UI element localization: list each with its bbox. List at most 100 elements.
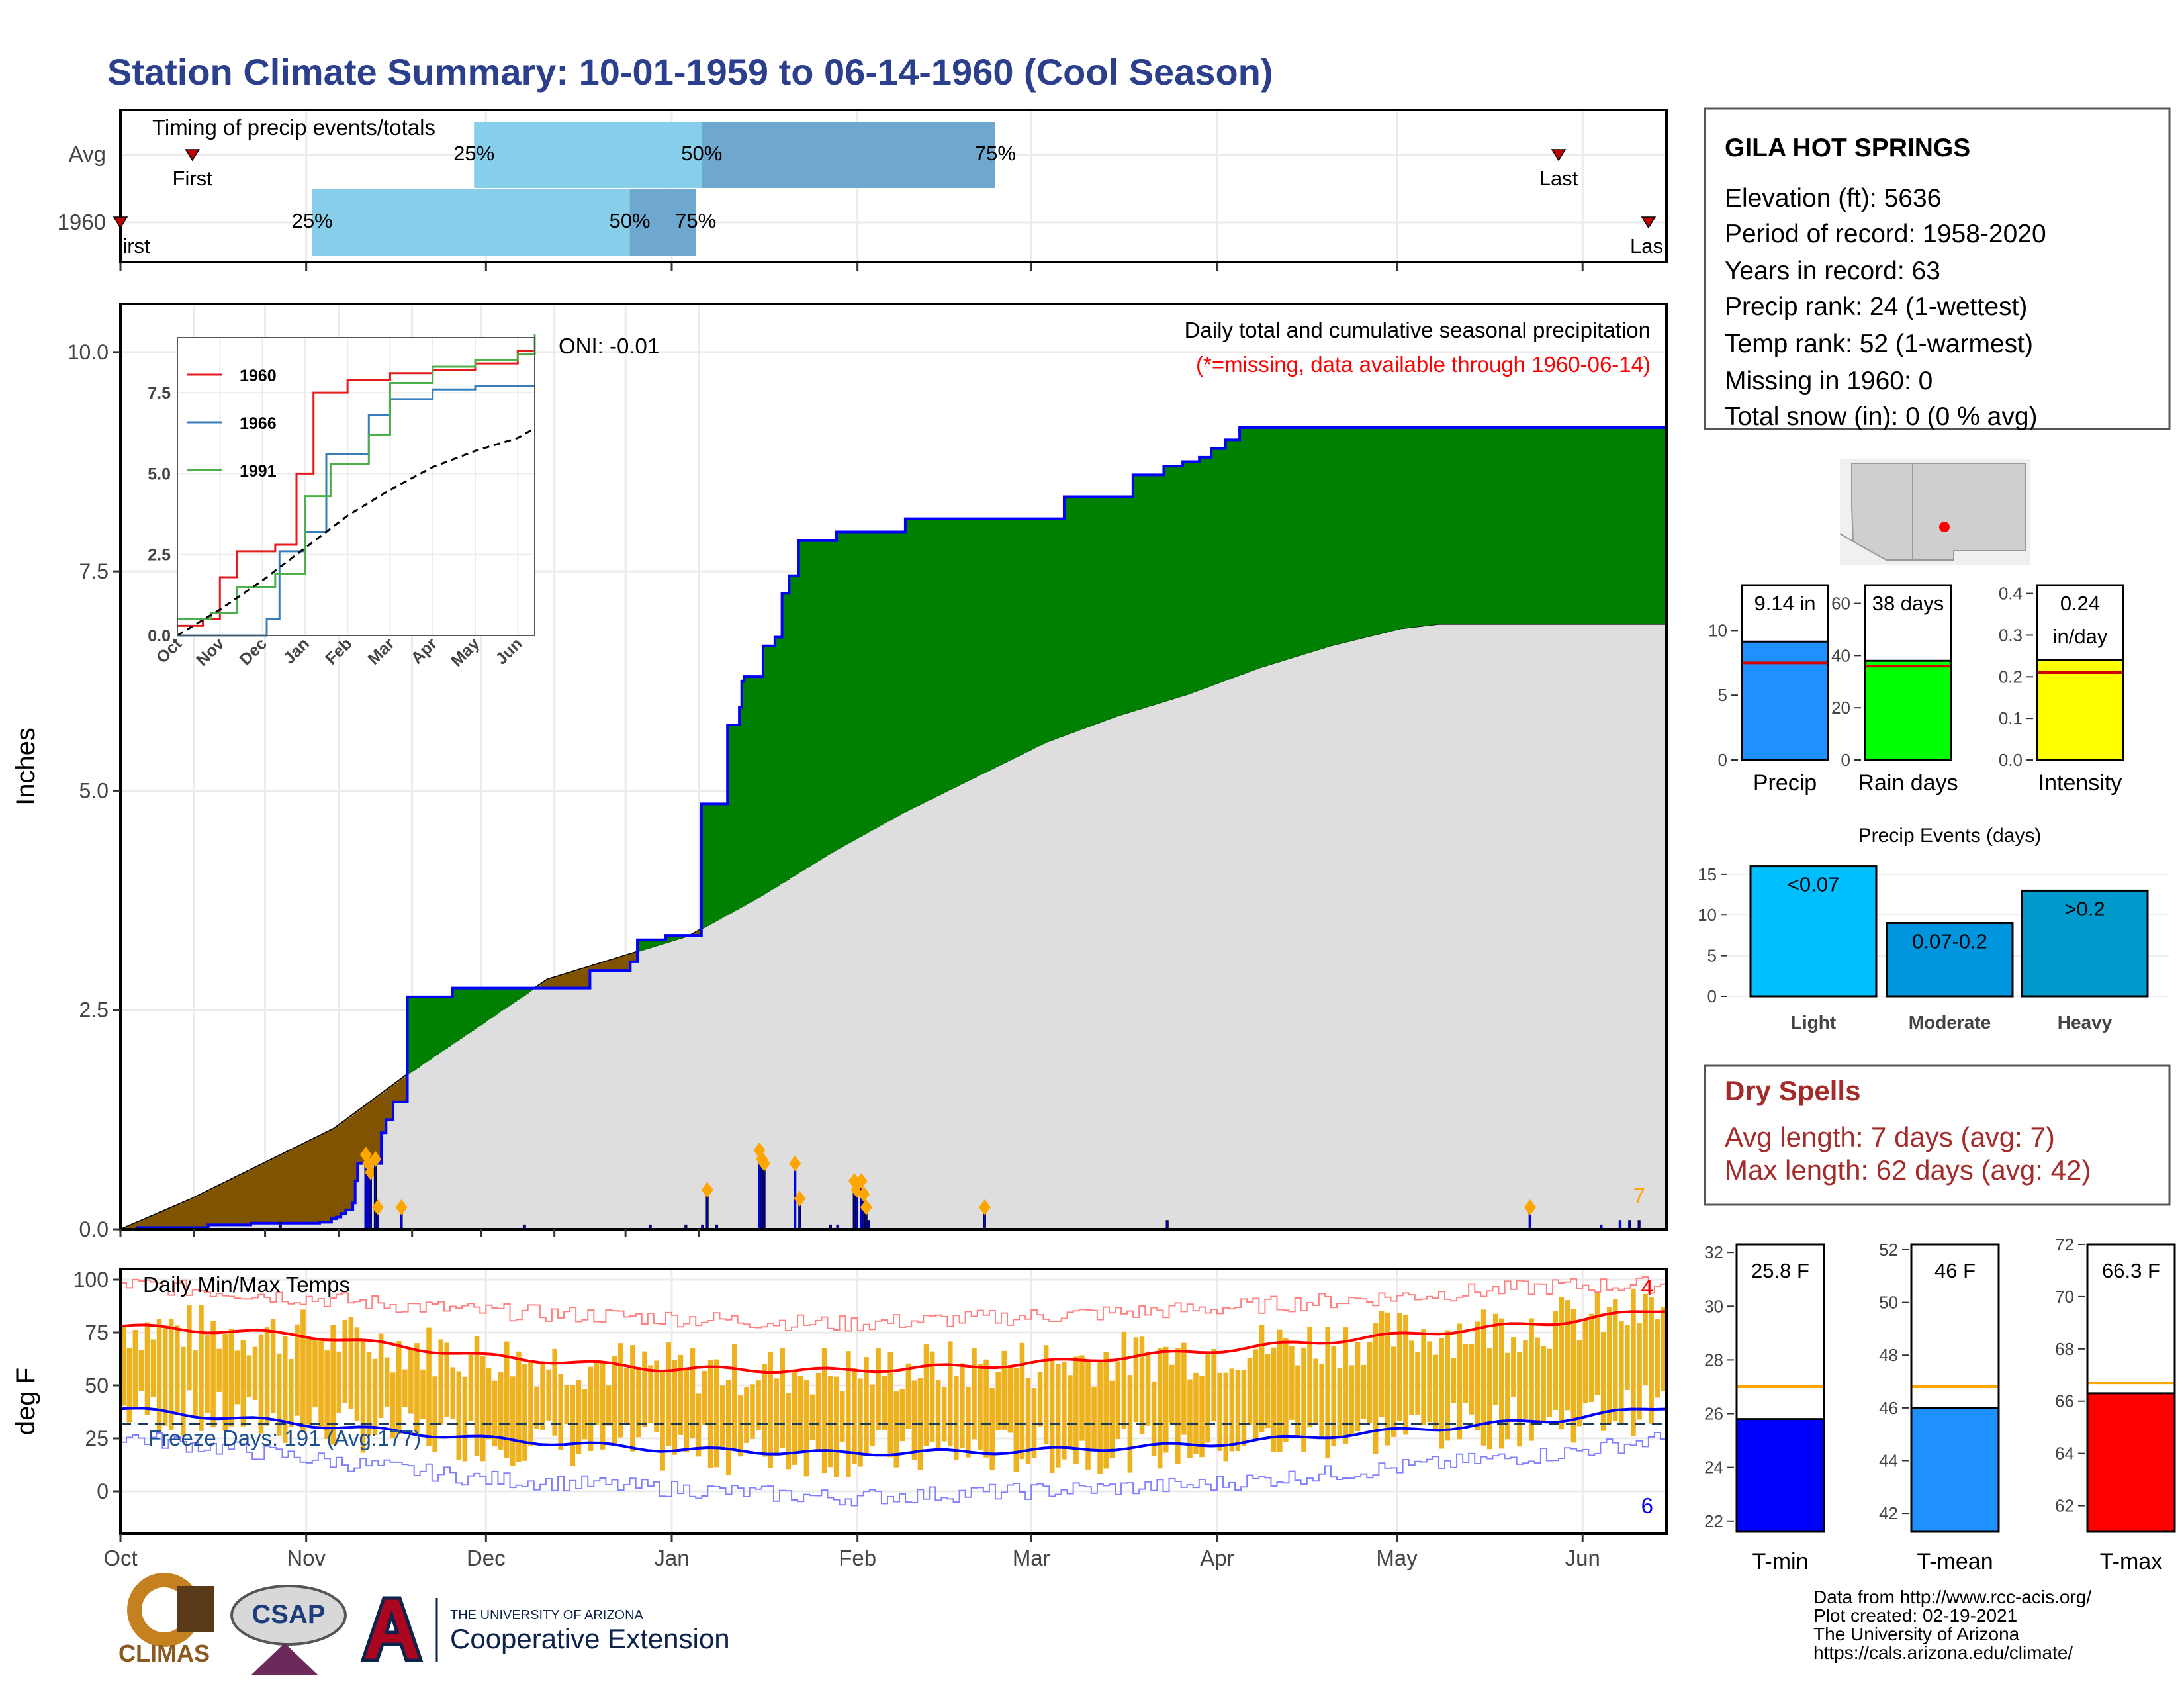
logo-university-of-arizona[interactable]: THE UNIVERSITY OF ARIZONA Cooperative Ex… [360,1596,730,1662]
timing-frame [119,109,1668,263]
dry-spells-frame [1704,1064,2171,1206]
logo-climas[interactable]: CLIMAS [118,1573,214,1667]
temp-summary-ticklabel-0-5: 32 [1704,1243,1723,1262]
station-missing: Missing in 1960: 0 [1725,367,1933,395]
month-label-4: Feb [839,1546,876,1570]
station-info-frame [1704,107,2171,430]
precip-panel-2: 0.0 0.1 0.2 0.3 0.4 0.24 in/day Intensity [1999,584,2127,796]
temp-summary-ticklabel-0-4: 30 [1704,1296,1723,1316]
inset-line-1966 [177,385,535,637]
daily-precip-marker-17 [794,1190,806,1207]
timing-label-y1960-25: 25% [292,209,333,232]
events-bar-light [1749,865,1878,998]
temp-y-ticks: 0 25 50 75 100 [73,1268,120,1503]
inset-legend: 1960 1966 1991 [187,367,277,481]
oni-value: ONI: -0.01 [559,334,659,358]
temp-daily-bars [120,1288,1666,1477]
precip-panel-value-2: 0.24 [2060,592,2100,615]
daily-precip-marker-26 [978,1199,991,1215]
timing-bar-y1960-25-50 [312,189,630,256]
precip-panel-ticklabel-2-4: 0.4 [1999,584,2023,604]
timing-last-label-avg: Last [1539,167,1578,190]
temp-summary-panels: 22 24 26 28 30 32 25.8 F T-min 42 44 46 48 50 52 46 F T… [1704,1235,2177,1574]
temp-ytick-label-0: 0 [97,1479,109,1503]
temp-summary-ticklabel-2-0: 62 [2055,1496,2074,1516]
temp-ytick-label-3: 75 [85,1321,109,1344]
temp-summary-ticklabel-0-0: 22 [1704,1511,1723,1531]
precip-panel-ticklabel-0-0: 0 [1718,750,1727,770]
precip-panel-ticklabel-0-2: 10 [1708,620,1727,640]
main-ytick-label-3: 7.5 [79,559,109,583]
timing-last-label-y1960: Las [1630,234,1663,258]
timing-labels: 25% 50% 75% First Last 25% 50% 75% irst Las [113,142,1663,258]
temp-summary-bar-0 [1735,1418,1825,1533]
month-label-0: Oct [103,1546,137,1570]
csap-logo-cloud [230,1585,347,1646]
daily-precip-marker-5 [371,1199,384,1215]
precip-panel-ticklabel-2-3: 0.3 [1999,625,2023,645]
logo-csap[interactable]: CSAP [230,1585,347,1675]
logo-csap-text: CSAP [251,1600,325,1629]
daily-precip-marker-22 [855,1173,868,1190]
temp-plot-background [120,1269,1666,1534]
precip-events-panel: Precip Events (days) 0 5 10 15 <0.07 Light 0.0… [1698,825,2169,1033]
avg-min-line [120,1407,1667,1457]
timing-title: Timing of precip events/totals [152,115,435,140]
events-category-2: Heavy [2058,1012,2113,1033]
locator-map [1839,459,2030,565]
inset-frame [177,337,535,636]
credit-data-source: Data from http://www.rcc-acis.org/ [1813,1587,2091,1607]
daily-precip-bar-4 [373,1158,377,1230]
precip-panel-ticklabel-1-0: 0 [1841,750,1850,770]
temp-summary-ticklabel-2-1: 64 [2055,1444,2074,1464]
timing-row-label-1960: 1960 [58,210,106,234]
daily-precip-bar-15 [762,1163,766,1230]
timing-last-marker-avg [1551,149,1567,162]
temp-summary-frame-1 [1910,1243,2000,1533]
temp-frame [119,1268,1668,1535]
temp-summary-value-1: 46 F [1934,1259,1976,1282]
dry-spells-title: Dry Spells [1725,1075,1860,1106]
month-label-5: Mar [1013,1546,1050,1570]
temp-summary-bar-2 [2086,1392,2176,1533]
daily-precip-bar-3 [369,1172,372,1230]
inset-ytick-3: 7.5 [148,384,171,402]
temp-summary-frame-0 [1735,1243,1825,1533]
precip-summary-panels: 0 5 10 9.14 in Precip 0 20 40 60 38 days Rain days… [1708,584,2127,796]
precip-panel-bar-0 [1741,640,1829,761]
daily-temp-range-bars [120,1288,1666,1477]
inset-ytick-0: 0.0 [148,627,171,645]
main-areas [120,426,1667,1231]
inset-line-avg [177,427,535,637]
month-label-8: Jun [1565,1546,1600,1570]
main-ytick-label-4: 10.0 [68,340,109,364]
precip-panel-ticklabel-1-2: 40 [1831,645,1850,665]
station-temp-rank: Temp rank: 52 (1-warmest) [1725,330,2033,358]
main-frame [119,303,1668,1231]
inset-background [177,338,535,635]
month-label-2: Dec [467,1546,506,1570]
footer-credits: Data from http://www.rcc-acis.org/ Plot … [1813,1587,2091,1663]
precip-panel-0: 0 5 10 9.14 in Precip [1708,584,1832,796]
temp-summary-ticklabel-2-2: 66 [2055,1391,2074,1411]
temp-summary-ticklabel-1-3: 48 [1879,1345,1898,1365]
events-title: Precip Events (days) [1858,825,2042,847]
main-y-axis-label: Inches [11,727,40,806]
credit-university: The University of Arizona [1813,1624,2020,1644]
timing-first-marker-avg [185,149,201,162]
precip-panel-frame-0 [1741,584,1829,761]
missing-day-count: 7 [1633,1184,1645,1208]
main-ytick-label-2: 5.0 [79,778,109,802]
freeze-days-text: Freeze Days: 191 (Avg:177) [148,1426,421,1450]
map-state-new-mexico [1912,463,2026,561]
timing-bar-y1960-50-75 [629,189,696,256]
precip-panel-ticklabel-2-0: 0.0 [1999,750,2023,770]
timing-label-avg-25: 25% [453,142,494,165]
inset-lines [177,334,536,637]
inset-legend-1966: 1966 [240,414,277,433]
record-min-count: 6 [1641,1493,1653,1518]
station-elevation: Elevation (ft): 5636 [1725,184,1941,212]
inset-legend-1960: 1960 [240,367,277,385]
precip-panel-frame-2 [2036,584,2124,761]
